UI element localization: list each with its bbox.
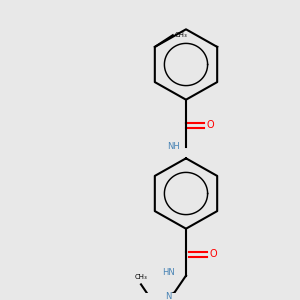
Text: CH₃: CH₃	[174, 32, 187, 38]
Text: NH: NH	[168, 142, 180, 151]
Text: HN: HN	[162, 268, 174, 277]
Text: O: O	[207, 120, 214, 130]
Text: N: N	[165, 292, 171, 300]
Text: O: O	[210, 249, 218, 259]
Text: CH₃: CH₃	[135, 274, 147, 280]
